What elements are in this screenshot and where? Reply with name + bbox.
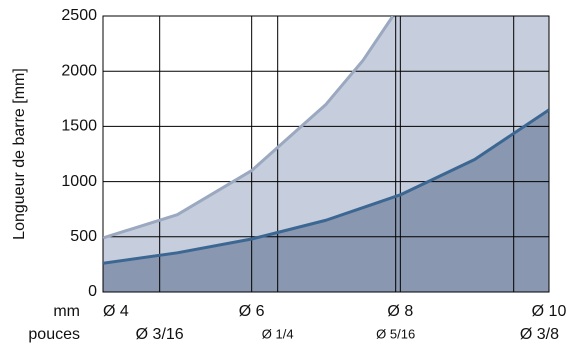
x-tick-label: Ø 4 [103, 303, 129, 320]
x-tick-label: Ø 5/16 [376, 326, 415, 341]
curve [103, 108, 549, 265]
x-tick-label: Ø 3/8 [520, 326, 559, 343]
curve [103, 16, 395, 240]
x-tick-label: Ø 8 [387, 303, 413, 320]
x-row-label: pouces [28, 326, 80, 343]
y-tick-label: 2000 [61, 62, 97, 79]
x-tick-label: Ø 3/16 [136, 326, 184, 343]
y-axis-label: Longueur de barre [mm] [11, 68, 28, 240]
x-row-label: mm [53, 303, 80, 320]
y-tick-label: 0 [88, 283, 97, 300]
x-tick-label: Ø 1/4 [262, 326, 294, 341]
y-tick-label: 1500 [61, 118, 97, 135]
plot-frame [102, 15, 550, 293]
x-tick-label: Ø 10 [532, 303, 567, 320]
y-tick-label: 1000 [61, 173, 97, 190]
y-tick-label: 2500 [61, 7, 97, 24]
x-tick-label: Ø 6 [239, 303, 265, 320]
y-tick-label: 500 [70, 228, 97, 245]
